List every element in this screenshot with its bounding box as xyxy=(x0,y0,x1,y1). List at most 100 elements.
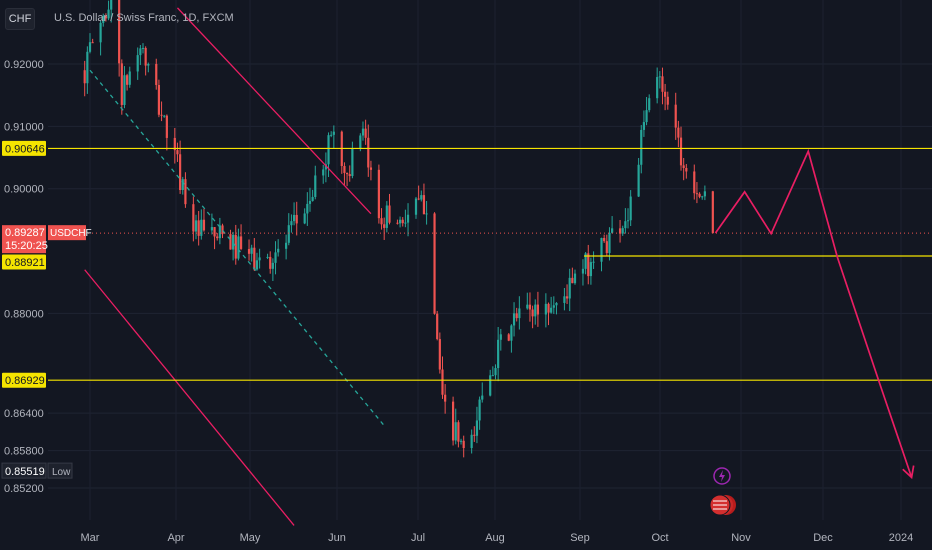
candle-body xyxy=(621,228,624,234)
candle-body xyxy=(515,313,518,319)
candle-body xyxy=(645,110,648,123)
y-tick-label: 0.90000 xyxy=(4,184,44,196)
candle-body xyxy=(102,16,105,23)
candle-body xyxy=(425,213,428,215)
candle-body xyxy=(510,325,513,341)
candle-body xyxy=(348,174,351,177)
grid-layer xyxy=(48,0,932,520)
candle-body xyxy=(677,127,680,138)
candle-body xyxy=(608,232,611,254)
candle-body xyxy=(565,296,569,299)
level-1-tag xyxy=(2,140,46,156)
candle-body xyxy=(528,304,532,310)
candle-body xyxy=(573,273,577,284)
low-word-tag xyxy=(47,462,73,479)
candle-body xyxy=(462,440,465,449)
x-tick-label: Jun xyxy=(328,532,346,544)
channel-line xyxy=(84,269,295,526)
candle-body xyxy=(200,219,203,236)
chart-title: U.S. Dollar / Swiss Franc, 1D, FXCM xyxy=(54,12,234,24)
candle-body xyxy=(147,63,150,66)
dashed-trendline xyxy=(89,69,385,427)
lightning-glyph xyxy=(719,470,725,482)
candle-body xyxy=(351,149,354,177)
candle-body xyxy=(385,205,388,228)
candle-body xyxy=(258,257,261,261)
candle-body xyxy=(454,422,457,441)
candle-body xyxy=(377,169,380,219)
candle-body xyxy=(128,71,131,85)
y-tick-label: 0.85800 xyxy=(4,446,44,458)
candle-body xyxy=(581,268,585,274)
candle-body xyxy=(239,236,243,249)
candle-body xyxy=(197,220,200,236)
candle-body xyxy=(322,169,325,176)
candle-body xyxy=(693,171,696,194)
candle-body xyxy=(441,369,444,395)
candle-body xyxy=(163,115,166,117)
candle-body xyxy=(396,222,399,224)
candle-body xyxy=(494,368,497,376)
candle-body xyxy=(218,225,221,239)
candle-body xyxy=(563,296,566,303)
candle-body xyxy=(234,234,237,259)
candle-body xyxy=(536,304,540,315)
candle-body xyxy=(404,222,407,224)
x-tick-label: Apr xyxy=(167,532,184,544)
candle-body xyxy=(141,47,145,49)
lightning-event-icon[interactable] xyxy=(713,467,731,485)
candle-body xyxy=(369,167,373,170)
candle-body xyxy=(507,334,510,341)
candle-body xyxy=(330,134,333,136)
candle-body xyxy=(86,51,89,84)
projection-path xyxy=(714,148,913,478)
candle-body xyxy=(433,213,436,314)
level-2-tag xyxy=(2,254,46,270)
candle-body xyxy=(470,434,473,449)
candle-body xyxy=(155,63,158,85)
candle-body xyxy=(104,16,108,19)
candle-body xyxy=(216,236,219,239)
x-tick-label: 2024 xyxy=(889,532,913,544)
y-tick-label: 0.92000 xyxy=(4,59,44,71)
candle-body xyxy=(271,262,274,269)
candle-body xyxy=(605,241,608,254)
last-price-label: 0.89287 xyxy=(5,227,45,239)
y-tick-label: 0.91000 xyxy=(4,121,44,133)
candle-body xyxy=(255,260,259,270)
candle-body xyxy=(173,137,176,151)
candle-body xyxy=(184,179,187,205)
low-word-label: Low xyxy=(52,467,71,478)
candle-body xyxy=(314,175,317,197)
candle-body xyxy=(552,305,555,308)
candle-body xyxy=(682,165,685,168)
candle-body xyxy=(438,339,441,370)
candle-body xyxy=(444,394,447,402)
candle-body xyxy=(308,200,312,204)
y-tick-label: 0.85200 xyxy=(4,483,44,495)
candle-body xyxy=(120,63,123,105)
candle-body xyxy=(489,375,492,396)
candle-body xyxy=(343,166,346,173)
candle-body xyxy=(664,91,667,97)
candle-body xyxy=(637,164,640,197)
candle-body xyxy=(534,304,537,317)
candle-body xyxy=(327,135,330,165)
y-tick-label: 0.86400 xyxy=(4,408,44,420)
candle-body xyxy=(229,234,232,250)
candle-body xyxy=(526,304,529,309)
candle-body xyxy=(584,253,587,269)
candle-body xyxy=(359,135,362,150)
x-tick-label: Oct xyxy=(651,532,668,544)
candle-body xyxy=(618,228,622,234)
x-tick-label: May xyxy=(240,532,261,544)
symbol-box[interactable]: CHF xyxy=(5,8,35,30)
last-price-tag xyxy=(2,225,46,254)
candle-body xyxy=(237,236,240,259)
candle-body xyxy=(640,129,643,165)
candle-body xyxy=(497,339,500,369)
candle-body xyxy=(181,179,184,191)
candle-body xyxy=(277,248,280,253)
candle-body xyxy=(568,277,571,299)
